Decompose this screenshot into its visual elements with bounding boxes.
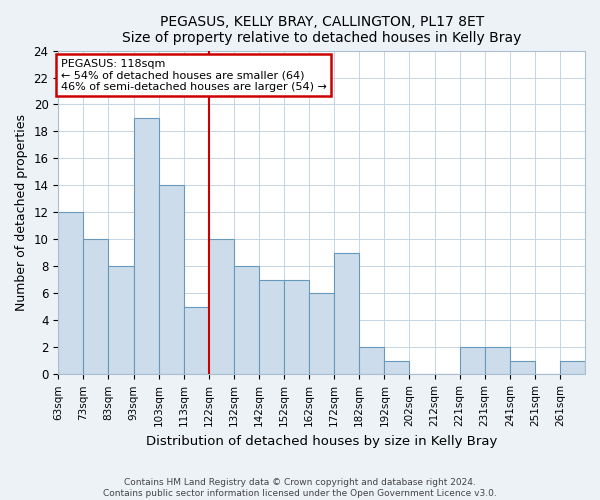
Bar xyxy=(460,348,485,374)
Bar xyxy=(560,361,585,374)
Bar xyxy=(209,240,234,374)
Bar xyxy=(184,307,209,374)
Text: Contains HM Land Registry data © Crown copyright and database right 2024.
Contai: Contains HM Land Registry data © Crown c… xyxy=(103,478,497,498)
Bar xyxy=(234,266,259,374)
Bar xyxy=(158,186,184,374)
Bar xyxy=(359,348,385,374)
Bar xyxy=(134,118,158,374)
Bar xyxy=(83,240,109,374)
X-axis label: Distribution of detached houses by size in Kelly Bray: Distribution of detached houses by size … xyxy=(146,434,497,448)
Bar xyxy=(385,361,409,374)
Bar xyxy=(485,348,510,374)
Bar xyxy=(309,294,334,374)
Bar xyxy=(284,280,309,374)
Bar xyxy=(109,266,134,374)
Bar xyxy=(259,280,284,374)
Bar xyxy=(510,361,535,374)
Bar xyxy=(334,253,359,374)
Text: PEGASUS: 118sqm
← 54% of detached houses are smaller (64)
46% of semi-detached h: PEGASUS: 118sqm ← 54% of detached houses… xyxy=(61,58,327,92)
Y-axis label: Number of detached properties: Number of detached properties xyxy=(15,114,28,311)
Bar xyxy=(58,212,83,374)
Title: PEGASUS, KELLY BRAY, CALLINGTON, PL17 8ET
Size of property relative to detached : PEGASUS, KELLY BRAY, CALLINGTON, PL17 8E… xyxy=(122,15,521,45)
